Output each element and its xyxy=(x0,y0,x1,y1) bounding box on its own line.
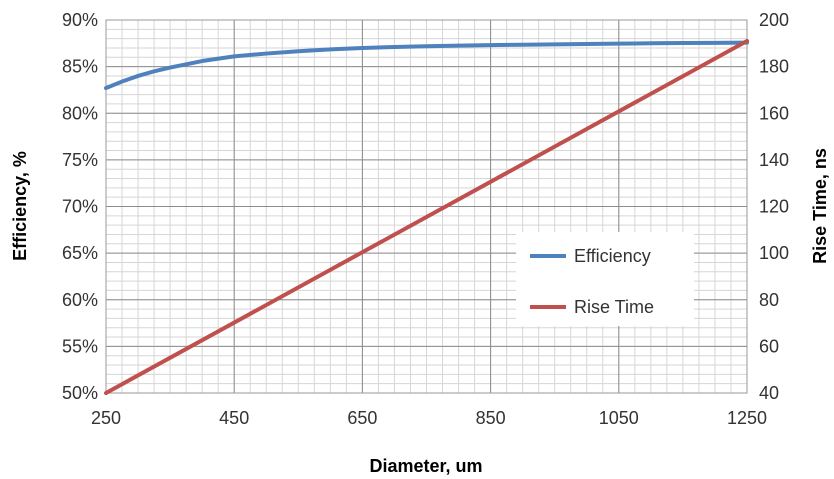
x-tick-label: 650 xyxy=(347,408,377,428)
x-axis-ticks: 250 450 650 850 1050 1250 xyxy=(91,408,767,428)
plot-frame xyxy=(105,19,748,394)
x-tick-label: 850 xyxy=(476,408,506,428)
x-tick-label: 250 xyxy=(91,408,121,428)
legend-label-rise-time: Rise Time xyxy=(574,297,654,317)
y-right-axis-ticks: 40 60 80 100 120 140 160 180 200 xyxy=(759,10,789,403)
y-left-tick-label: 85% xyxy=(62,57,98,77)
y-right-tick-label: 60 xyxy=(759,336,779,356)
y-left-tick-label: 50% xyxy=(62,383,98,403)
x-tick-label: 1050 xyxy=(599,408,639,428)
y-left-tick-label: 70% xyxy=(62,197,98,217)
y-left-tick-label: 60% xyxy=(62,290,98,310)
y-right-tick-label: 200 xyxy=(759,10,789,30)
x-tick-label: 450 xyxy=(219,408,249,428)
y-left-tick-label: 80% xyxy=(62,103,98,123)
y-right-tick-label: 120 xyxy=(759,197,789,217)
legend-box xyxy=(516,232,694,326)
y-left-tick-label: 75% xyxy=(62,150,98,170)
y-right-tick-label: 180 xyxy=(759,57,789,77)
legend-label-efficiency: Efficiency xyxy=(574,246,651,266)
y-left-tick-label: 65% xyxy=(62,243,98,263)
y-right-axis-title: Rise Time, ns xyxy=(810,148,830,264)
x-axis-title: Diameter, um xyxy=(369,456,482,476)
efficiency-series-line xyxy=(104,40,749,91)
y-left-axis-title: Efficiency, % xyxy=(10,151,30,261)
y-right-tick-label: 40 xyxy=(759,383,779,403)
y-left-tick-label: 55% xyxy=(62,336,98,356)
y-right-tick-label: 140 xyxy=(759,150,789,170)
series-layer xyxy=(104,38,749,395)
y-left-axis-ticks: 50% 55% 60% 65% 70% 75% 80% 85% 90% xyxy=(62,10,98,403)
x-tick-label: 1250 xyxy=(727,408,767,428)
rise-time-series-line xyxy=(104,38,749,395)
legend: Efficiency Rise Time xyxy=(516,232,694,326)
y-right-tick-label: 80 xyxy=(759,290,779,310)
y-right-tick-label: 100 xyxy=(759,243,789,263)
y-left-tick-label: 90% xyxy=(62,10,98,30)
y-right-tick-label: 160 xyxy=(759,103,789,123)
